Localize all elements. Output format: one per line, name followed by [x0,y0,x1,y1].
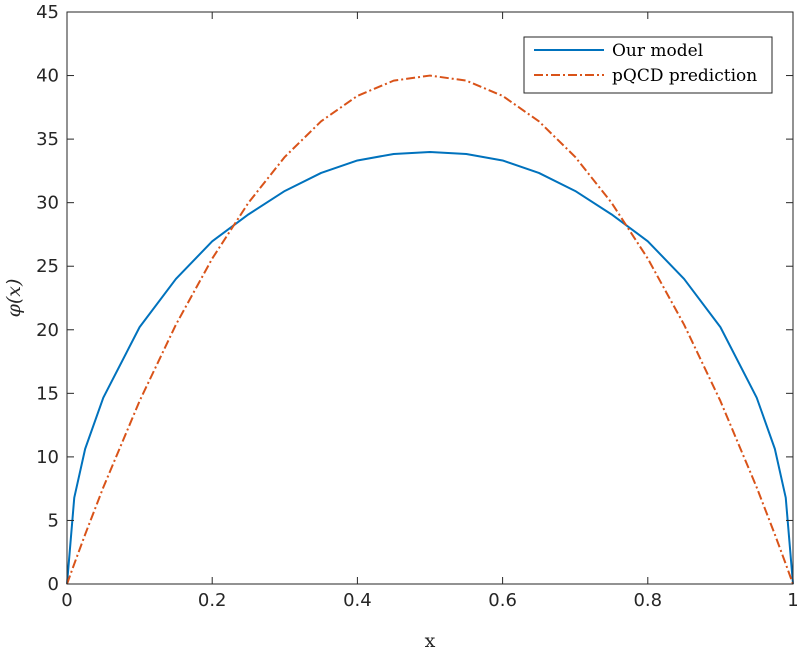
y-tick-label: 20 [36,320,59,341]
y-tick-label: 5 [48,510,59,531]
x-tick-label: 0.8 [633,590,662,611]
series-line-pqcd-prediction [66,74,794,585]
series-layer [66,74,794,585]
y-tick-label: 30 [36,193,59,214]
y-tick-label: 15 [36,383,59,404]
y-tick-label: 10 [36,447,59,468]
x-tick-label: 0.4 [343,590,372,611]
y-tick-label: 40 [36,66,59,87]
x-tick-label: 0.6 [488,590,517,611]
y-tick-label: 35 [36,129,59,150]
x-tick-label: 0 [61,590,72,611]
y-tick-label: 25 [36,256,59,277]
x-axis-label: x [425,630,436,652]
legend-label-pqcd-prediction: pQCD prediction [612,66,757,86]
plot-area [67,12,793,584]
y-tick-label: 45 [36,2,59,23]
y-tick-label: 0 [48,574,59,595]
axes-box [66,11,794,585]
legend-box [523,36,773,94]
series-line-our-model [66,150,794,585]
x-tick-label: 1 [787,590,797,611]
x-tick-label: 0.2 [198,590,227,611]
y-axis-label: φ(x) [3,279,25,318]
legend: Our model pQCD prediction [523,36,773,94]
legend-label-our-model: Our model [612,41,703,61]
